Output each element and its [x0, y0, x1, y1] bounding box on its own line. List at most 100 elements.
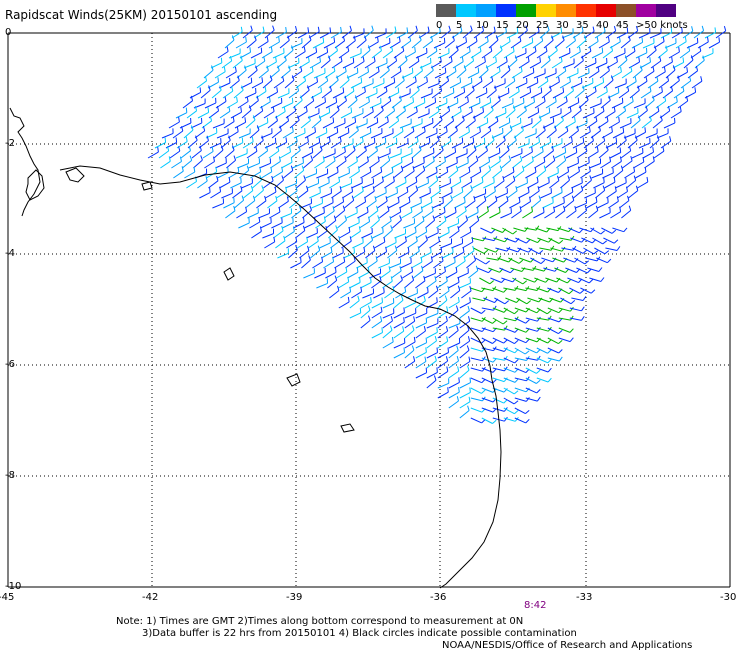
colorbar-label: 30 — [556, 20, 569, 31]
wind-barb — [348, 223, 359, 228]
wind-barb-flag — [435, 356, 436, 361]
wind-barb — [438, 361, 448, 368]
wind-barb — [361, 233, 372, 238]
wind-barb-flag — [448, 348, 449, 353]
wind-barb — [533, 213, 544, 219]
wind-barb — [529, 191, 539, 198]
wind-barb — [352, 113, 363, 118]
wind-barb — [641, 91, 651, 98]
wind-barb — [578, 163, 589, 168]
wind-barb-flag — [378, 37, 379, 42]
wind-barb-flag — [470, 387, 471, 392]
wind-barb-flag — [540, 57, 541, 62]
wind-barb-flag — [246, 37, 247, 42]
wind-barb — [548, 318, 559, 322]
wind-barb — [176, 113, 187, 118]
wind-barb — [463, 143, 474, 149]
wind-barb — [613, 133, 624, 139]
wind-barb-flag — [650, 87, 651, 92]
wind-barb — [269, 42, 279, 48]
wind-barb — [507, 191, 517, 198]
island-marajo — [26, 170, 44, 200]
wind-barb — [306, 52, 317, 58]
wind-barb-flag — [496, 57, 497, 62]
wind-barb — [309, 193, 320, 198]
wind-barb-flag — [476, 37, 477, 42]
wind-barb — [496, 140, 505, 148]
wind-barb-flag — [719, 37, 720, 42]
wind-barb-flag — [455, 207, 456, 212]
wind-barb — [391, 162, 402, 168]
wind-barb — [349, 171, 359, 178]
wind-barb-flag — [548, 368, 551, 372]
wind-barb-flag — [547, 311, 551, 314]
wind-barb-flag — [354, 36, 355, 41]
wind-barb-flag — [579, 229, 583, 233]
wind-barb — [503, 172, 514, 178]
wind-barb-flag — [677, 97, 678, 102]
wind-barb-flag — [537, 78, 538, 83]
wind-barb — [406, 182, 416, 188]
wind-barb-flag — [336, 97, 337, 102]
wind-barb-flag — [471, 185, 473, 190]
wind-barb — [585, 258, 597, 261]
wind-barb — [405, 350, 414, 358]
wind-barb — [547, 130, 556, 138]
wind-barb-flag — [190, 156, 192, 161]
wind-barb — [271, 223, 282, 228]
wind-barb-flag — [421, 257, 422, 262]
wind-barb-flag — [282, 226, 283, 231]
wind-barb-flag — [327, 47, 328, 52]
wind-barb — [577, 151, 587, 158]
wind-barb — [391, 271, 401, 278]
wind-barb-flag — [471, 26, 473, 31]
wind-barb-flag — [467, 346, 469, 351]
wind-barb-flag — [333, 118, 334, 123]
wind-barb — [589, 71, 599, 78]
wind-barb-flag — [645, 167, 646, 172]
wind-barb-flag — [269, 97, 270, 102]
wind-barb-flag — [292, 127, 293, 132]
wind-barb — [632, 153, 643, 158]
wind-barb-flag — [365, 87, 366, 92]
wind-barb-flag — [345, 156, 346, 161]
wind-barb — [626, 180, 635, 188]
wind-barb-flag — [614, 107, 615, 112]
wind-barb — [572, 248, 583, 253]
wind-barb-flag — [444, 207, 445, 212]
wind-barb — [232, 143, 243, 148]
wind-barb — [366, 93, 377, 98]
wind-barb — [306, 233, 317, 238]
island-small-1 — [66, 168, 84, 182]
wind-barb — [460, 350, 469, 358]
wind-barb-flag — [491, 230, 495, 234]
wind-barb-flag — [333, 206, 334, 211]
wind-barb — [515, 408, 526, 414]
wind-barb-flag — [567, 279, 571, 283]
wind-barb-flag — [628, 196, 629, 201]
wind-barb-flag — [621, 67, 622, 72]
wind-barb — [500, 213, 511, 218]
wind-barb — [539, 248, 551, 250]
wind-barb — [559, 53, 570, 58]
wind-barb-flag — [390, 216, 391, 221]
wind-barb — [341, 112, 352, 118]
wind-barb — [302, 40, 311, 48]
wind-barb — [286, 242, 296, 248]
wind-barb-flag — [618, 88, 619, 93]
wind-barb — [338, 282, 348, 288]
wind-barb — [535, 228, 546, 232]
wind-barb — [408, 190, 417, 198]
wind-barb — [323, 262, 333, 268]
wind-barb-flag — [558, 330, 562, 333]
wind-barb — [438, 331, 448, 338]
wind-barb — [340, 292, 350, 298]
wind-barb-flag — [416, 107, 417, 112]
wind-barb — [428, 84, 439, 89]
wind-barb-flag — [663, 146, 664, 151]
wind-barb — [497, 258, 508, 262]
wind-barb — [305, 132, 316, 138]
wind-barb — [485, 191, 495, 198]
wind-barb-flag — [423, 216, 424, 221]
wind-barb — [173, 131, 183, 138]
